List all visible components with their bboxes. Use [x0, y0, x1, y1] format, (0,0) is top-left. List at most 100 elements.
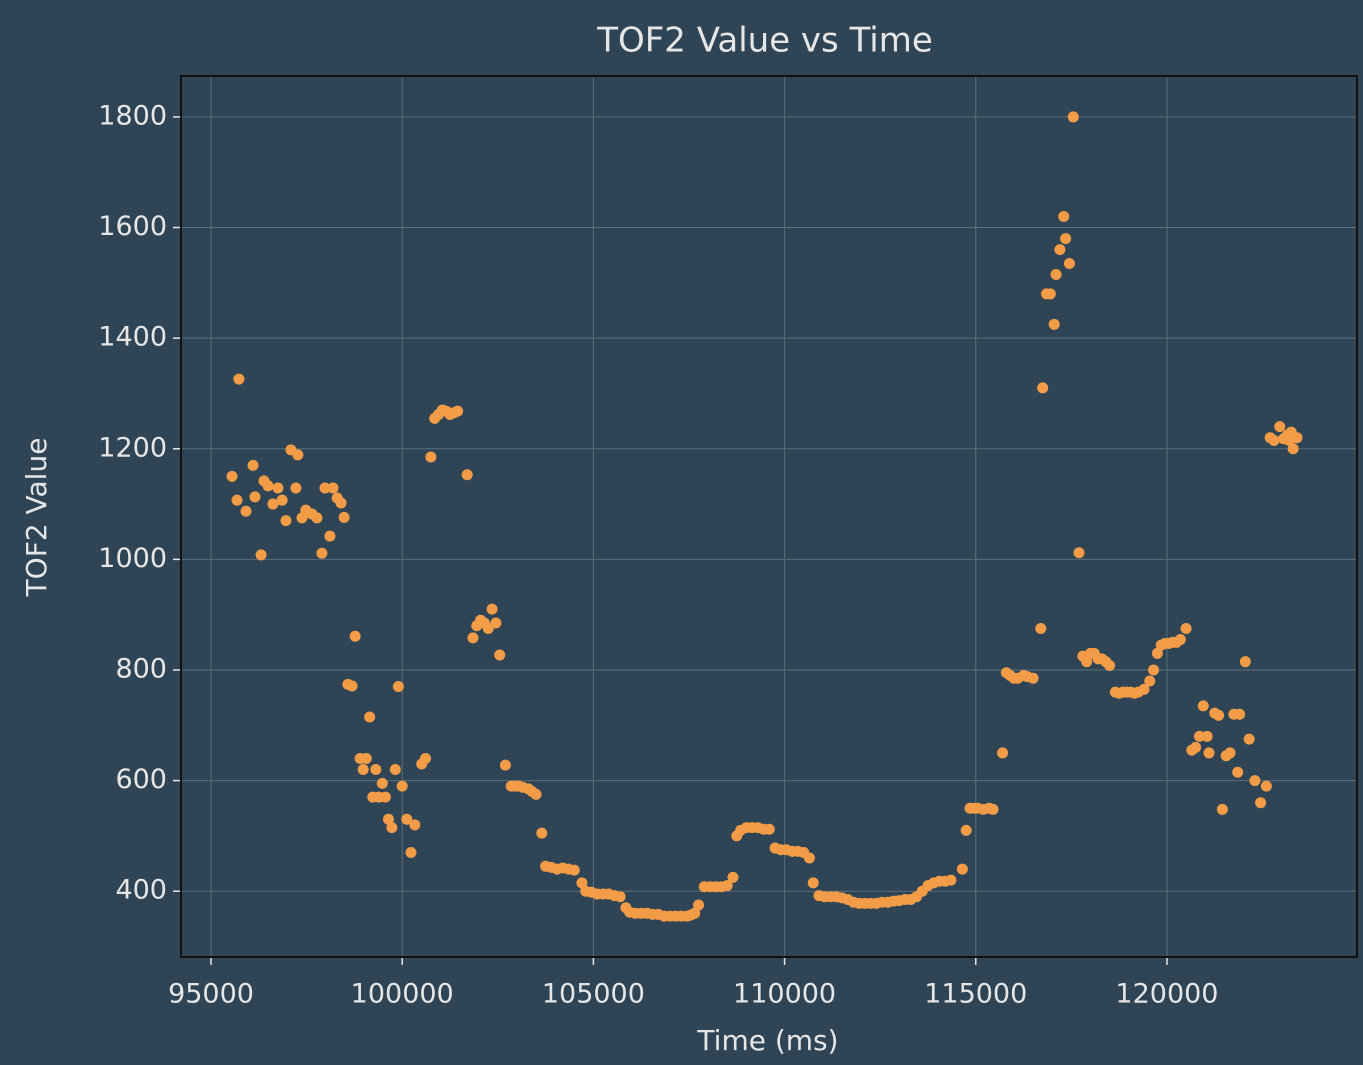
plot-area	[181, 76, 1357, 957]
point	[614, 891, 626, 903]
point	[1148, 664, 1160, 676]
point	[376, 777, 388, 789]
y-tick-label: 400	[115, 875, 167, 906]
point	[327, 482, 339, 494]
point	[396, 780, 408, 792]
point	[1081, 656, 1093, 668]
point	[1044, 288, 1056, 300]
point	[693, 899, 705, 911]
point	[945, 874, 957, 886]
point	[1260, 780, 1272, 792]
y-tick-label: 1800	[98, 100, 167, 131]
point	[1249, 775, 1261, 787]
point	[1058, 210, 1070, 222]
point	[370, 764, 382, 776]
x-tick-label: 120000	[1115, 979, 1218, 1010]
point	[280, 515, 292, 527]
point	[292, 449, 304, 461]
x-tick-label: 115000	[924, 979, 1027, 1010]
point	[379, 791, 391, 803]
point	[360, 752, 372, 764]
point	[1037, 382, 1049, 394]
point	[364, 711, 376, 723]
point	[803, 852, 815, 864]
point	[1287, 443, 1299, 455]
point	[386, 822, 398, 834]
point	[1224, 747, 1236, 759]
x-axis-label: Time (ms)	[696, 1024, 838, 1057]
point	[425, 451, 437, 463]
point	[420, 752, 432, 764]
point	[382, 813, 394, 825]
point	[482, 622, 494, 634]
x-tick-label: 100000	[351, 979, 454, 1010]
point	[409, 819, 421, 831]
point	[536, 827, 548, 839]
point	[311, 512, 323, 524]
chart-title: TOF2 Value vs Time	[596, 21, 933, 61]
point	[1268, 434, 1280, 446]
x-tick-label: 105000	[542, 979, 645, 1010]
point	[956, 863, 968, 875]
point	[231, 494, 243, 506]
y-tick-label: 1200	[98, 432, 167, 463]
point	[490, 617, 502, 629]
point	[324, 530, 336, 542]
point	[1243, 733, 1255, 745]
point	[1291, 432, 1303, 444]
point	[389, 764, 401, 776]
point	[960, 824, 972, 836]
point	[346, 680, 358, 692]
point	[499, 759, 511, 771]
point	[1067, 111, 1079, 123]
point	[255, 549, 267, 561]
point	[1054, 244, 1066, 256]
point	[1216, 803, 1228, 815]
point	[1035, 622, 1047, 634]
point	[335, 497, 347, 509]
point	[1138, 683, 1150, 695]
point	[494, 649, 506, 661]
point	[233, 373, 245, 385]
point	[240, 505, 252, 517]
point	[1104, 660, 1116, 672]
point	[763, 823, 775, 835]
point	[1193, 730, 1205, 742]
point	[357, 764, 369, 776]
point	[1180, 622, 1192, 634]
point	[405, 846, 417, 858]
point	[401, 813, 413, 825]
point	[1144, 675, 1156, 687]
point	[267, 498, 279, 510]
y-tick-label: 600	[115, 764, 167, 795]
point	[1027, 672, 1039, 684]
point	[276, 494, 288, 506]
point	[319, 482, 331, 494]
point	[1174, 634, 1186, 646]
point	[1201, 730, 1213, 742]
point	[1239, 656, 1251, 668]
y-tick-label: 1600	[98, 211, 167, 242]
point	[689, 907, 701, 919]
point	[290, 482, 302, 494]
point	[1213, 709, 1225, 721]
point	[997, 747, 1009, 759]
point	[1255, 797, 1267, 809]
point	[721, 880, 733, 892]
point	[807, 877, 819, 889]
x-tick-label: 110000	[733, 979, 836, 1010]
point	[1232, 766, 1244, 778]
point	[349, 630, 361, 642]
point	[1234, 708, 1246, 720]
y-axis-label: TOF2 Value	[20, 438, 53, 598]
point	[987, 803, 999, 815]
point	[392, 681, 404, 693]
y-tick-label: 1400	[98, 322, 167, 353]
point	[316, 547, 328, 559]
point	[1203, 747, 1215, 759]
point	[727, 871, 739, 883]
point	[1190, 741, 1202, 753]
point	[486, 603, 498, 615]
point	[576, 877, 588, 889]
